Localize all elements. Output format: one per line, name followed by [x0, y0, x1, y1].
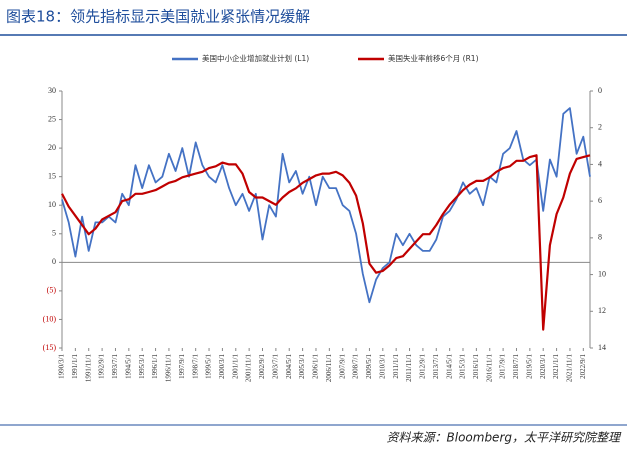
- x-tick-label: 2008/7/1: [352, 354, 360, 379]
- x-tick-label: 2017/9/1: [499, 354, 507, 379]
- y-tick-label: 15: [48, 171, 56, 180]
- legend-label: 美国中小企业增加就业计划 (L1): [202, 53, 309, 63]
- y-tick-label: 20: [48, 143, 56, 152]
- x-tick-label: 1994/5/1: [124, 354, 132, 379]
- y-tick-label: (5): [47, 286, 57, 295]
- x-tick-label: 1990/3/1: [58, 354, 66, 379]
- x-tick-label: 2006/1/1: [312, 354, 320, 379]
- y2-tick-label: 0: [598, 86, 602, 95]
- x-tick-label: 1999/5/1: [205, 354, 213, 379]
- x-tick-label: 1997/9/1: [178, 354, 186, 379]
- y-tick-label: 5: [52, 229, 56, 238]
- x-tick-label: 2020/3/1: [539, 354, 547, 379]
- x-tick-label: 1992/9/1: [98, 354, 106, 379]
- x-tick-label: 2010/3/1: [378, 354, 386, 379]
- chart-title: 图表18：领先指标显示美国就业紧张情况缓解: [6, 8, 310, 26]
- y2-tick-label: 8: [598, 233, 602, 242]
- x-tick-label: 2011/1/1: [392, 354, 400, 379]
- x-tick-label: 2021/11/1: [566, 354, 574, 383]
- y2-tick-label: 14: [598, 343, 606, 352]
- y2-tick-label: 6: [598, 196, 602, 205]
- y2-tick-label: 2: [598, 123, 602, 132]
- y-tick-label: 25: [48, 114, 56, 123]
- y-tick-label: 10: [48, 200, 56, 209]
- x-tick-label: 1995/3/1: [138, 354, 146, 379]
- x-tick-label: 2003/7/1: [271, 354, 279, 379]
- y-tick-label: 30: [48, 86, 56, 95]
- x-tick-label: 2009/5/1: [365, 354, 373, 379]
- x-tick-label: 1998/7/1: [191, 354, 199, 379]
- x-tick-label: 2000/3/1: [218, 354, 226, 379]
- x-tick-label: 2007/9/1: [338, 354, 346, 379]
- x-tick-label: 2012/9/1: [419, 354, 427, 379]
- x-tick-label: 1991/1/1: [71, 354, 79, 379]
- x-tick-label: 2001/1/1: [231, 354, 239, 379]
- y-tick-label: (15): [43, 343, 57, 352]
- x-tick-label: 2016/1/1: [472, 354, 480, 379]
- x-tick-label: 2002/9/1: [258, 354, 266, 379]
- x-tick-label: 2022/9/1: [579, 354, 587, 379]
- x-tick-label: 2016/11/1: [485, 354, 493, 383]
- x-tick-label: 2006/11/1: [325, 354, 333, 383]
- y2-tick-label: 4: [598, 159, 602, 168]
- series-line: [61, 107, 591, 304]
- x-tick-label: 2011/11/1: [405, 354, 413, 382]
- y2-tick-label: 12: [598, 306, 606, 315]
- source-note: 资料来源：Bloomberg，太平洋研究院整理: [387, 431, 622, 445]
- x-tick-label: 2021/1/1: [552, 354, 560, 379]
- x-tick-label: 1991/11/1: [84, 354, 92, 383]
- y-tick-label: 0: [52, 257, 56, 266]
- series-line: [61, 154, 591, 331]
- legend-label: 美国失业率前移6个月 (R1): [388, 53, 479, 63]
- x-tick-label: 1996/11/1: [165, 354, 173, 383]
- x-tick-label: 2005/3/1: [298, 354, 306, 379]
- x-tick-label: 1993/7/1: [111, 354, 119, 379]
- x-tick-label: 2015/3/1: [459, 354, 467, 379]
- x-tick-label: 2019/5/1: [525, 354, 533, 379]
- x-tick-label: 2014/5/1: [445, 354, 453, 379]
- x-tick-label: 1996/1/1: [151, 354, 159, 379]
- x-tick-label: 2004/5/1: [285, 354, 293, 379]
- y2-tick-label: 10: [598, 269, 606, 278]
- x-tick-label: 2013/7/1: [432, 354, 440, 379]
- y-tick-label: (10): [43, 314, 57, 323]
- x-tick-label: 2018/7/1: [512, 354, 520, 379]
- x-tick-label: 2001/11/1: [245, 354, 253, 383]
